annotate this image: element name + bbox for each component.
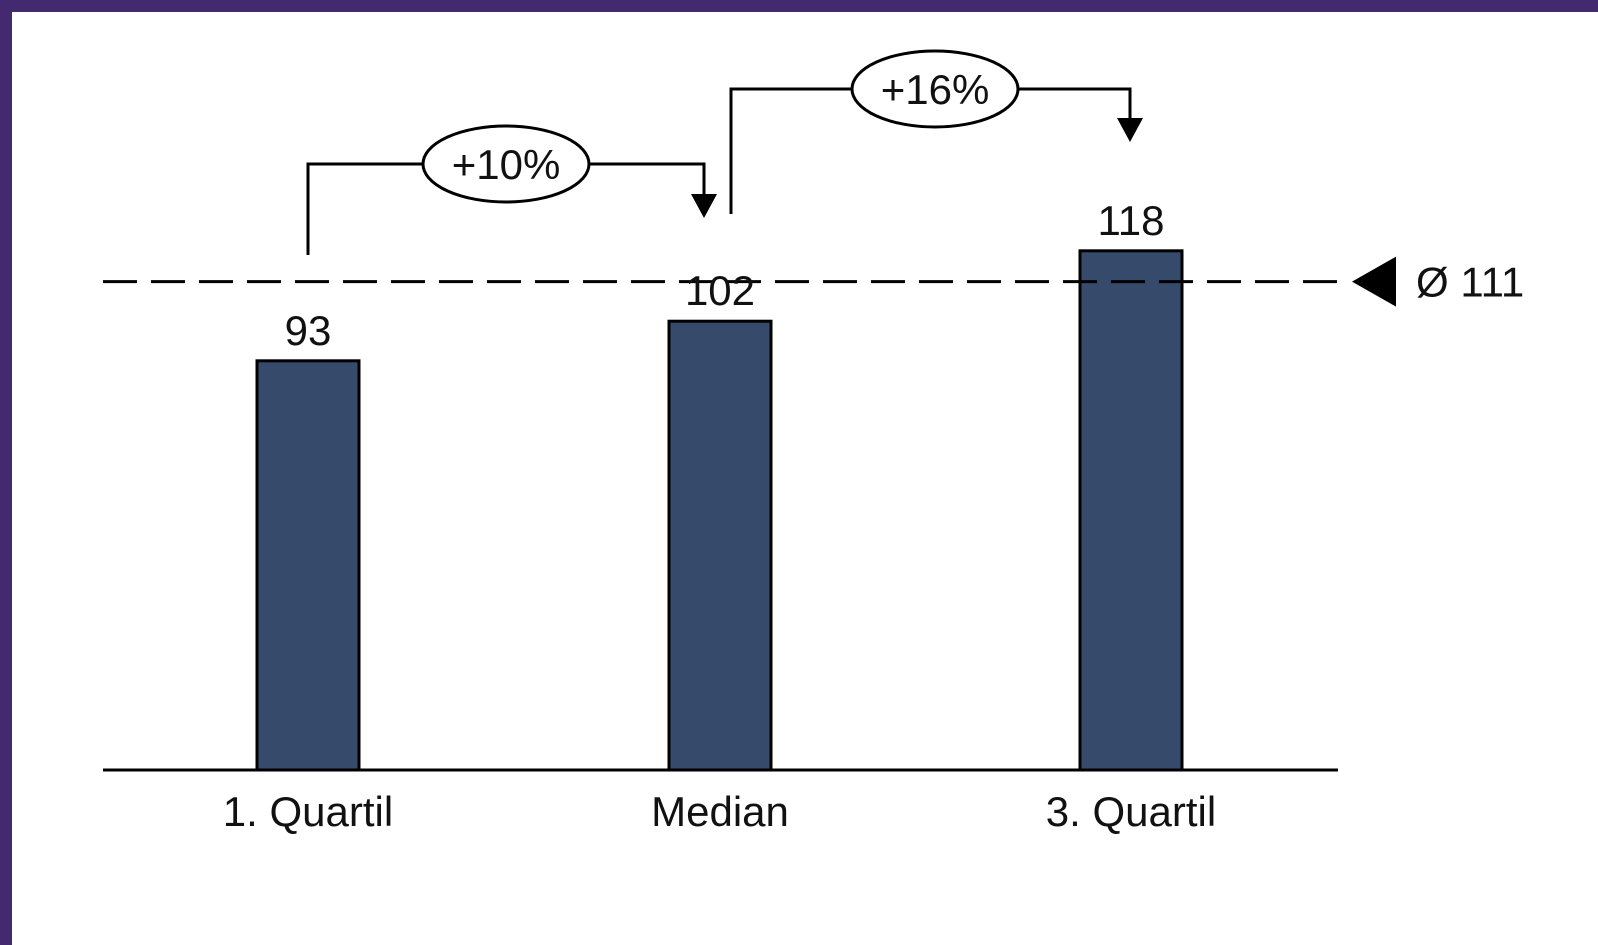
- change-bracket-0: +10%: [306, 124, 717, 255]
- arrow-down-icon: [691, 194, 717, 218]
- value-label-0: 93: [285, 307, 332, 354]
- average-marker-icon: [1352, 256, 1396, 307]
- bar-2: [1078, 249, 1184, 772]
- category-label-2: 3. Quartil: [1046, 788, 1216, 835]
- value-label-2: 118: [1098, 197, 1165, 244]
- changes-layer: +10% +16%: [306, 49, 1143, 255]
- arrow-down-icon: [1117, 118, 1143, 142]
- category-label-1: Median: [651, 788, 789, 835]
- change-badge-0: [421, 124, 591, 204]
- bar-0: [255, 359, 361, 772]
- value-label-1: 102: [685, 267, 755, 314]
- labels-layer: 1. Quartil Median 3. Quartil 93 102 118: [223, 197, 1216, 835]
- change-label-0: +10%: [452, 141, 561, 188]
- category-label-0: 1. Quartil: [223, 788, 393, 835]
- change-badge-1: [850, 49, 1020, 129]
- change-bracket-1: +16%: [729, 49, 1143, 214]
- change-label-1: +16%: [881, 66, 990, 113]
- bar-1: [667, 319, 773, 772]
- average-label: Ø 111: [1416, 259, 1524, 306]
- bars-layer: [255, 249, 1184, 772]
- average-layer: Ø 111: [103, 256, 1524, 307]
